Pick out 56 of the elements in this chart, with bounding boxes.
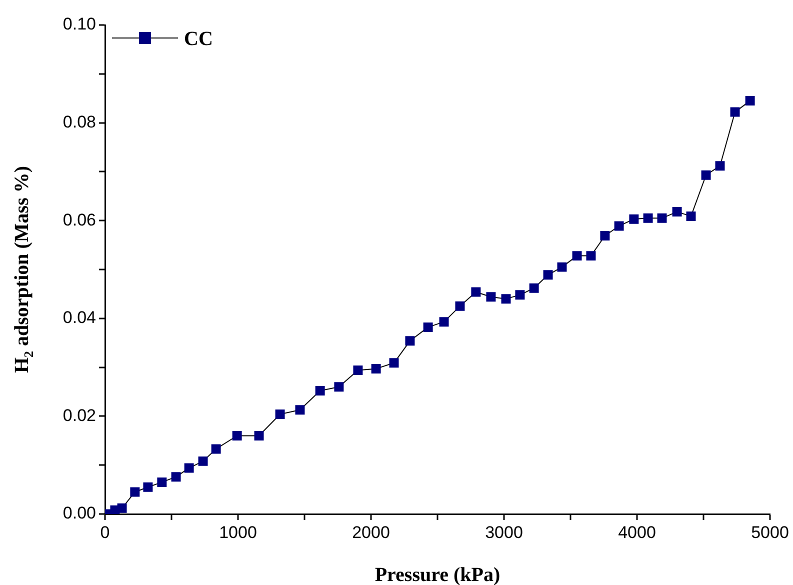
point (275, 410, 285, 419)
point (643, 213, 653, 223)
point (600, 231, 610, 240)
point (455, 301, 465, 311)
point (529, 283, 539, 293)
point (171, 472, 181, 482)
point (745, 96, 755, 106)
y-tick-label: 0.06 (62, 210, 96, 230)
x-tick-label: 3000 (485, 522, 523, 542)
point (315, 386, 325, 396)
point (371, 364, 381, 374)
point (557, 262, 567, 272)
x-tick-label: 2000 (352, 522, 390, 542)
point (730, 107, 740, 117)
point (439, 317, 449, 327)
point (586, 251, 596, 261)
point (715, 161, 725, 171)
point (686, 211, 696, 221)
x-tick-label: 4000 (618, 522, 656, 542)
point (423, 322, 433, 332)
y-tick-label: 0.04 (62, 308, 96, 328)
y-tick-label: 0.08 (62, 112, 96, 132)
point (405, 336, 415, 346)
point (254, 431, 264, 441)
point (334, 382, 344, 392)
point (295, 405, 305, 415)
point (130, 487, 140, 497)
point (211, 444, 221, 454)
point (701, 170, 711, 180)
x-tick-label: 5000 (751, 522, 789, 542)
point (389, 358, 399, 368)
point (501, 294, 511, 304)
point (198, 456, 208, 466)
x-tick-label: 0 (100, 522, 110, 542)
legend-label: CC (184, 28, 213, 50)
point (614, 221, 624, 231)
point (157, 477, 167, 487)
x-tick-label: 1000 (219, 522, 257, 542)
point (117, 503, 127, 513)
point (184, 463, 194, 473)
y-axis-title: H2 adsorption (Mass %) (11, 166, 36, 374)
point (572, 251, 582, 261)
point (143, 482, 153, 492)
point (657, 213, 667, 223)
point (672, 207, 682, 217)
point (629, 214, 639, 224)
y-tick-label: 0.10 (62, 14, 96, 34)
y-tick-label: 0.00 (62, 504, 96, 523)
point (543, 270, 553, 280)
point (232, 431, 242, 441)
x-axis-title: Pressure (kPa) (374, 564, 500, 585)
y-tick-label: 0.02 (62, 406, 96, 425)
point (486, 292, 496, 302)
point (515, 290, 525, 300)
point (471, 287, 481, 297)
point (353, 365, 363, 375)
